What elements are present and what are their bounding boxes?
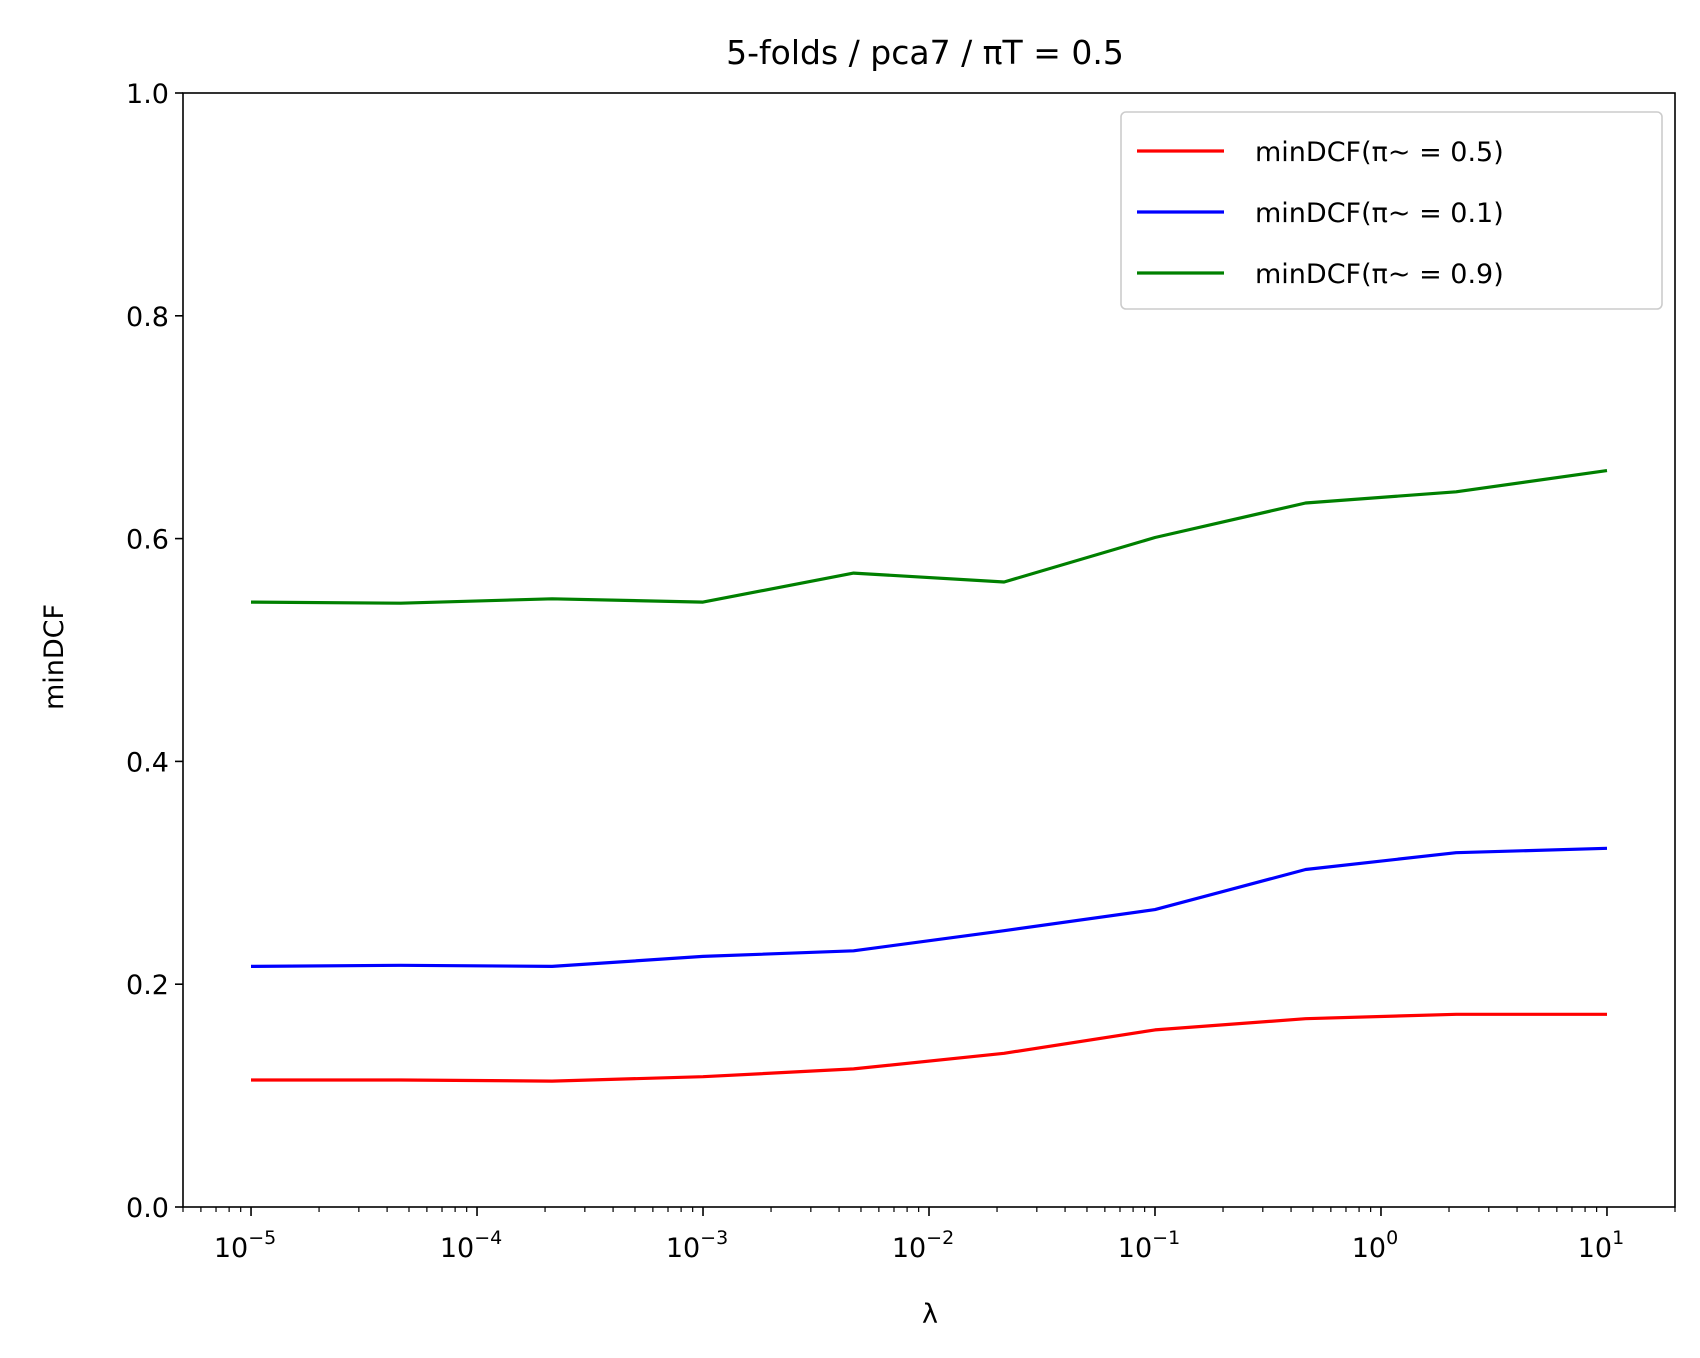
x-tick-base: 10 — [214, 1233, 248, 1264]
series-line-1 — [250, 846, 1608, 969]
y-tick-label: 0.0 — [126, 1193, 169, 1224]
x-tick-exponent: −2 — [926, 1227, 954, 1249]
x-tick-base: 10 — [1118, 1233, 1152, 1264]
legend-label-0: minDCF(π~ = 0.5) — [1255, 137, 1504, 168]
x-tick-exponent: −1 — [1152, 1227, 1180, 1249]
y-tick-label: 0.6 — [126, 525, 169, 556]
x-tick-label: 10−2 — [892, 1227, 954, 1264]
x-tick-base: 10 — [666, 1233, 700, 1264]
legend-label-1: minDCF(π~ = 0.1) — [1255, 198, 1504, 229]
x-tick-label: 10−4 — [440, 1227, 502, 1264]
x-axis-label: λ — [922, 1299, 938, 1330]
plot-area — [250, 469, 1608, 1083]
series-line-2 — [250, 469, 1608, 605]
y-tick-label: 0.8 — [126, 302, 169, 333]
x-tick-exponent: −5 — [248, 1227, 276, 1249]
axes-frame — [182, 92, 1676, 1208]
x-tick-exponent: 0 — [1386, 1227, 1398, 1249]
y-tick-label: 0.2 — [126, 970, 169, 1001]
x-tick-base: 10 — [1578, 1233, 1612, 1264]
legend: minDCF(π~ = 0.5) minDCF(π~ = 0.1) minDCF(π… — [1120, 111, 1663, 310]
y-axis-label: minDCF — [39, 604, 70, 710]
y-tick-label: 1.0 — [126, 79, 169, 110]
x-tick-label: 10−5 — [214, 1227, 276, 1264]
x-tick-base: 10 — [1352, 1233, 1386, 1264]
x-tick-exponent: 1 — [1612, 1227, 1624, 1249]
x-tick-label: 100 — [1352, 1227, 1398, 1264]
y-tick-label: 0.4 — [126, 747, 169, 778]
x-tick-label: 101 — [1578, 1227, 1624, 1264]
x-tick-label: 10−3 — [666, 1227, 728, 1264]
x-tick-label: 10−1 — [1118, 1227, 1180, 1264]
x-axis: 10−5 10−4 10−3 10−2 10−1 100 101 — [182, 1207, 1676, 1264]
series-line-0 — [251, 1012, 1607, 1083]
x-tick-exponent: −3 — [700, 1227, 728, 1249]
legend-box — [1120, 111, 1663, 310]
y-axis: 0.0 0.2 0.4 0.6 0.8 1.0 — [126, 79, 183, 1224]
x-tick-base: 10 — [440, 1233, 474, 1264]
x-tick-base: 10 — [892, 1233, 926, 1264]
x-tick-exponent: −4 — [474, 1227, 502, 1249]
chart-title: 5-folds / pca7 / πT = 0.5 — [726, 33, 1124, 72]
legend-label-2: minDCF(π~ = 0.9) — [1255, 259, 1504, 290]
